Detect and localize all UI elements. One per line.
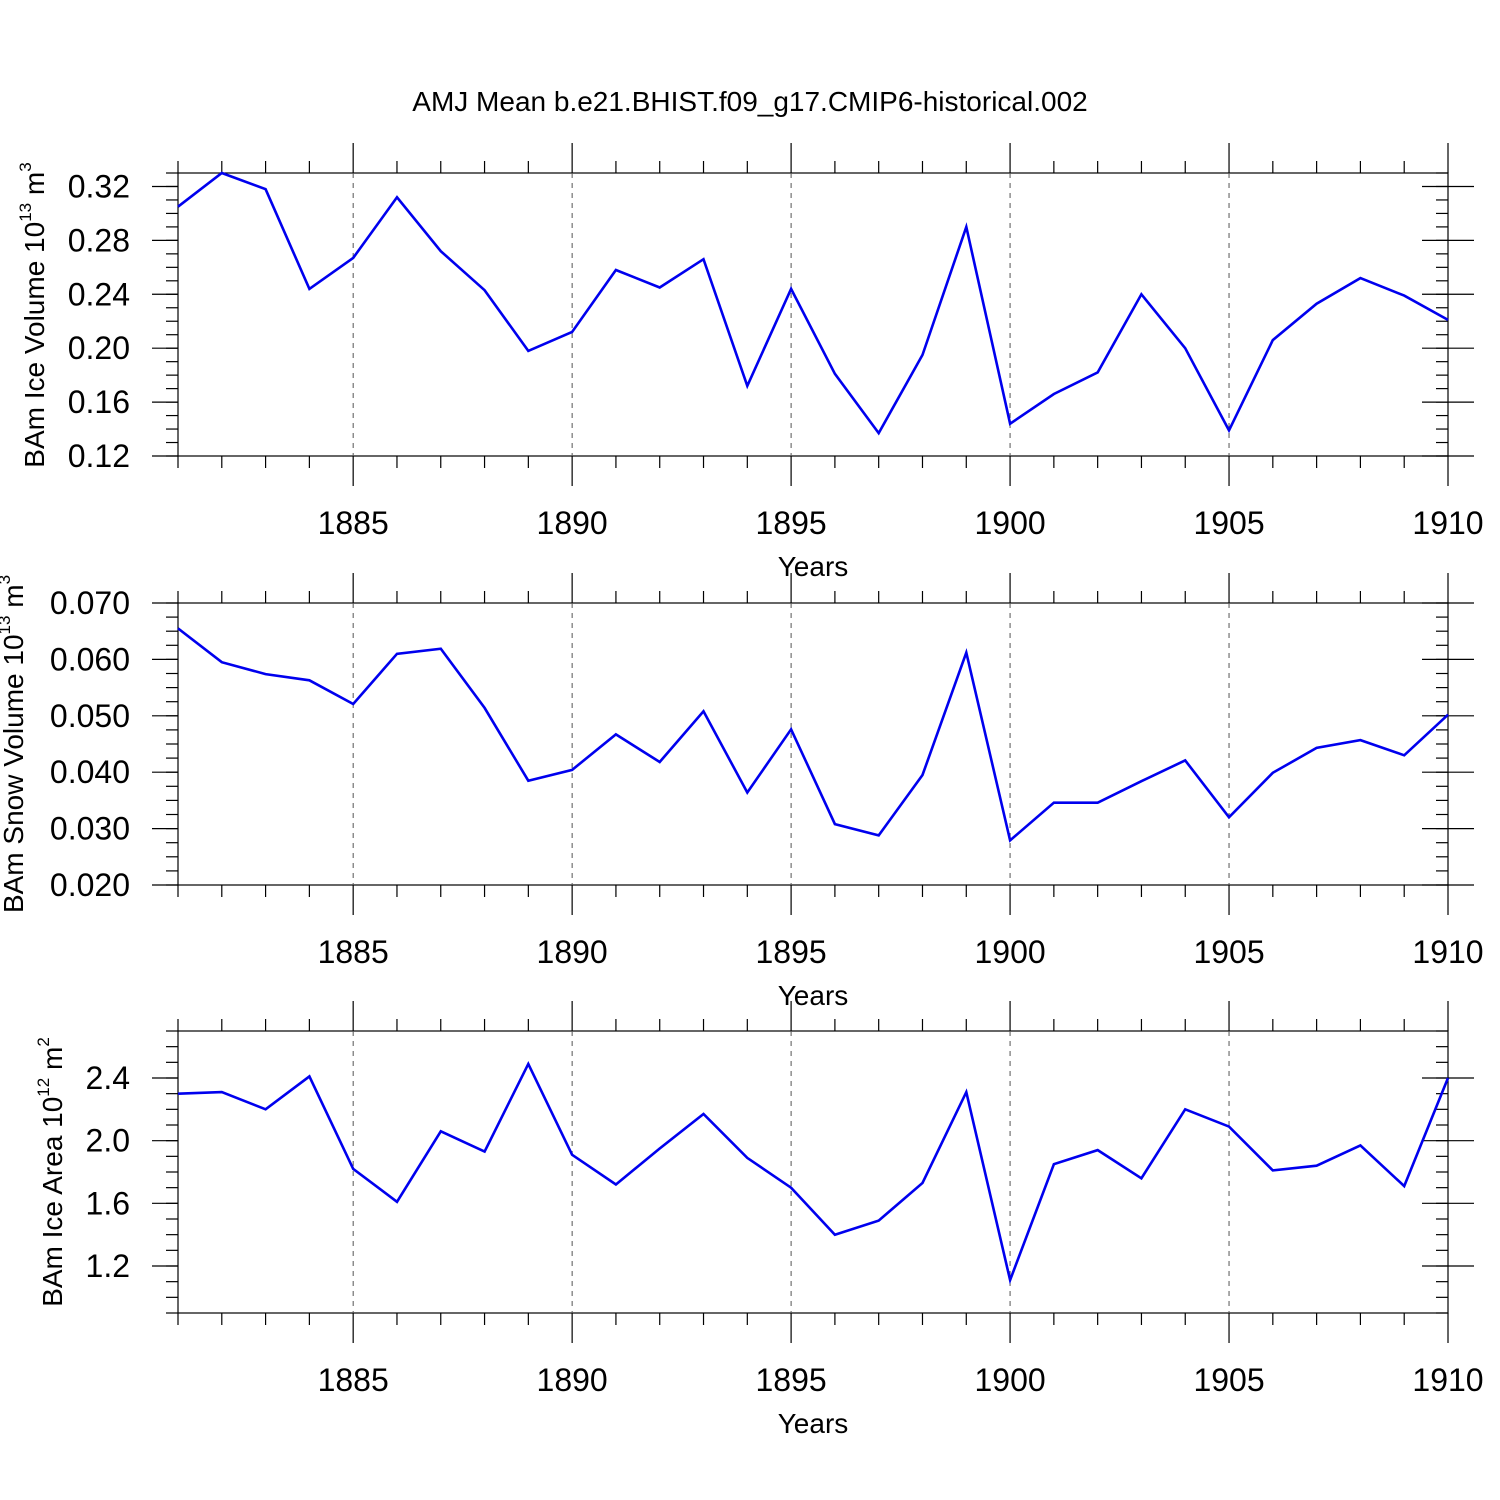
plot-frame-ice-volume bbox=[177, 172, 1449, 457]
y-tick-label: 0.020 bbox=[50, 867, 130, 903]
x-tick-label: 1895 bbox=[756, 505, 827, 541]
y-tick-label: 0.12 bbox=[68, 438, 130, 474]
x-tick-label: 1900 bbox=[974, 934, 1045, 970]
y-axis-label-ice-area: BAm Ice Area 1012 m2 bbox=[34, 1037, 68, 1307]
series-line-snow-volume bbox=[177, 627, 1449, 843]
y-tick-label: 0.20 bbox=[68, 330, 130, 366]
y-tick-labels-ice-area: 1.2 1.6 2.0 2.4 bbox=[86, 1060, 130, 1284]
ticks-ice-area bbox=[152, 1001, 1474, 1343]
x-tick-label: 1890 bbox=[537, 934, 608, 970]
y-axis-label-ice-volume-exponent: 13 bbox=[16, 203, 35, 222]
x-tick-label: 1895 bbox=[756, 934, 827, 970]
y-tick-label: 0.32 bbox=[68, 168, 130, 204]
x-tick-label: 1910 bbox=[1412, 505, 1483, 541]
plot-frame-snow-volume bbox=[177, 602, 1449, 886]
x-tick-label: 1900 bbox=[974, 1362, 1045, 1398]
x-tick-label: 1900 bbox=[974, 505, 1045, 541]
x-tick-label: 1910 bbox=[1412, 1362, 1483, 1398]
x-tick-label: 1885 bbox=[318, 934, 389, 970]
chart-title: AMJ Mean b.e21.BHIST.f09_g17.CMIP6-histo… bbox=[412, 86, 1087, 117]
y-tick-labels-snow-volume: 0.020 0.030 0.040 0.050 0.060 0.070 bbox=[50, 585, 130, 903]
x-axis-label-ice-area: Years bbox=[778, 1408, 849, 1439]
y-tick-label: 0.24 bbox=[68, 276, 130, 312]
y-axis-label-ice-volume-main: BAm Ice Volume 10 bbox=[19, 222, 50, 468]
plot-frame-ice-area bbox=[177, 1030, 1449, 1314]
y-axis-label-ice-volume-unit-exponent: 3 bbox=[16, 162, 35, 171]
y-axis-label-snow-volume-exponent: 13 bbox=[0, 616, 14, 635]
x-tick-label: 1885 bbox=[318, 1362, 389, 1398]
y-tick-label: 0.28 bbox=[68, 222, 130, 258]
y-tick-label: 0.070 bbox=[50, 585, 130, 621]
x-axis-label-snow-volume: Years bbox=[778, 980, 849, 1011]
y-axis-label-snow-volume-unit-exponent: 3 bbox=[0, 575, 14, 584]
y-tick-label: 0.040 bbox=[50, 754, 130, 790]
x-tick-label: 1905 bbox=[1193, 934, 1264, 970]
y-axis-label-ice-volume: BAm Ice Volume 1013 m3 bbox=[16, 162, 50, 467]
x-grid-ice-volume bbox=[352, 173, 1230, 456]
y-axis-label-ice-area-unit: m bbox=[37, 1047, 68, 1078]
y-tick-label: 0.16 bbox=[68, 384, 130, 420]
panel-ice-volume: 0.12 0.16 0.20 0.24 0.28 0.32 1885 1890 1895 190… bbox=[16, 143, 1484, 582]
y-axis-label-ice-volume-unit: m bbox=[19, 172, 50, 203]
x-grid-snow-volume bbox=[352, 603, 1230, 885]
y-tick-label: 0.050 bbox=[50, 698, 130, 734]
x-grid-ice-area bbox=[352, 1031, 1230, 1313]
y-tick-label: 1.6 bbox=[86, 1185, 130, 1221]
x-tick-label: 1905 bbox=[1193, 505, 1264, 541]
y-tick-label: 2.4 bbox=[86, 1060, 130, 1096]
y-tick-labels-ice-volume: 0.12 0.16 0.20 0.24 0.28 0.32 bbox=[68, 168, 130, 474]
x-tick-labels-ice-volume: 1885 1890 1895 1900 1905 1910 bbox=[318, 505, 1484, 541]
y-axis-label-snow-volume: BAm Snow Volume 1013 m3 bbox=[0, 575, 29, 913]
series-line-ice-volume bbox=[177, 171, 1449, 436]
y-tick-label: 0.060 bbox=[50, 641, 130, 677]
y-tick-label: 1.2 bbox=[86, 1248, 130, 1284]
x-tick-label: 1890 bbox=[537, 505, 608, 541]
y-tick-label: 0.030 bbox=[50, 811, 130, 847]
ticks-ice-volume bbox=[152, 143, 1474, 486]
series-line-ice-area bbox=[177, 1060, 1450, 1285]
x-tick-labels-snow-volume: 1885 1890 1895 1900 1905 1910 bbox=[318, 934, 1484, 970]
panel-ice-area: 1.2 1.6 2.0 2.4 1885 1890 1895 1900 1905 1910 Ye… bbox=[34, 1001, 1484, 1439]
y-axis-label-ice-area-exponent: 12 bbox=[34, 1078, 53, 1097]
y-tick-label: 2.0 bbox=[86, 1123, 130, 1159]
x-tick-label: 1905 bbox=[1193, 1362, 1264, 1398]
x-tick-label: 1895 bbox=[756, 1362, 827, 1398]
x-tick-label: 1910 bbox=[1412, 934, 1483, 970]
x-tick-labels-ice-area: 1885 1890 1895 1900 1905 1910 bbox=[318, 1362, 1484, 1398]
y-axis-label-snow-volume-main: BAm Snow Volume 10 bbox=[0, 634, 29, 913]
x-axis-label-ice-volume: Years bbox=[778, 551, 849, 582]
ticks-snow-volume bbox=[152, 573, 1474, 915]
y-axis-label-snow-volume-unit: m bbox=[0, 584, 29, 615]
y-axis-label-ice-area-main: BAm Ice Area 10 bbox=[37, 1097, 68, 1307]
y-axis-label-ice-area-unit-exponent: 2 bbox=[34, 1037, 53, 1046]
x-tick-label: 1885 bbox=[318, 505, 389, 541]
x-tick-label: 1890 bbox=[537, 1362, 608, 1398]
